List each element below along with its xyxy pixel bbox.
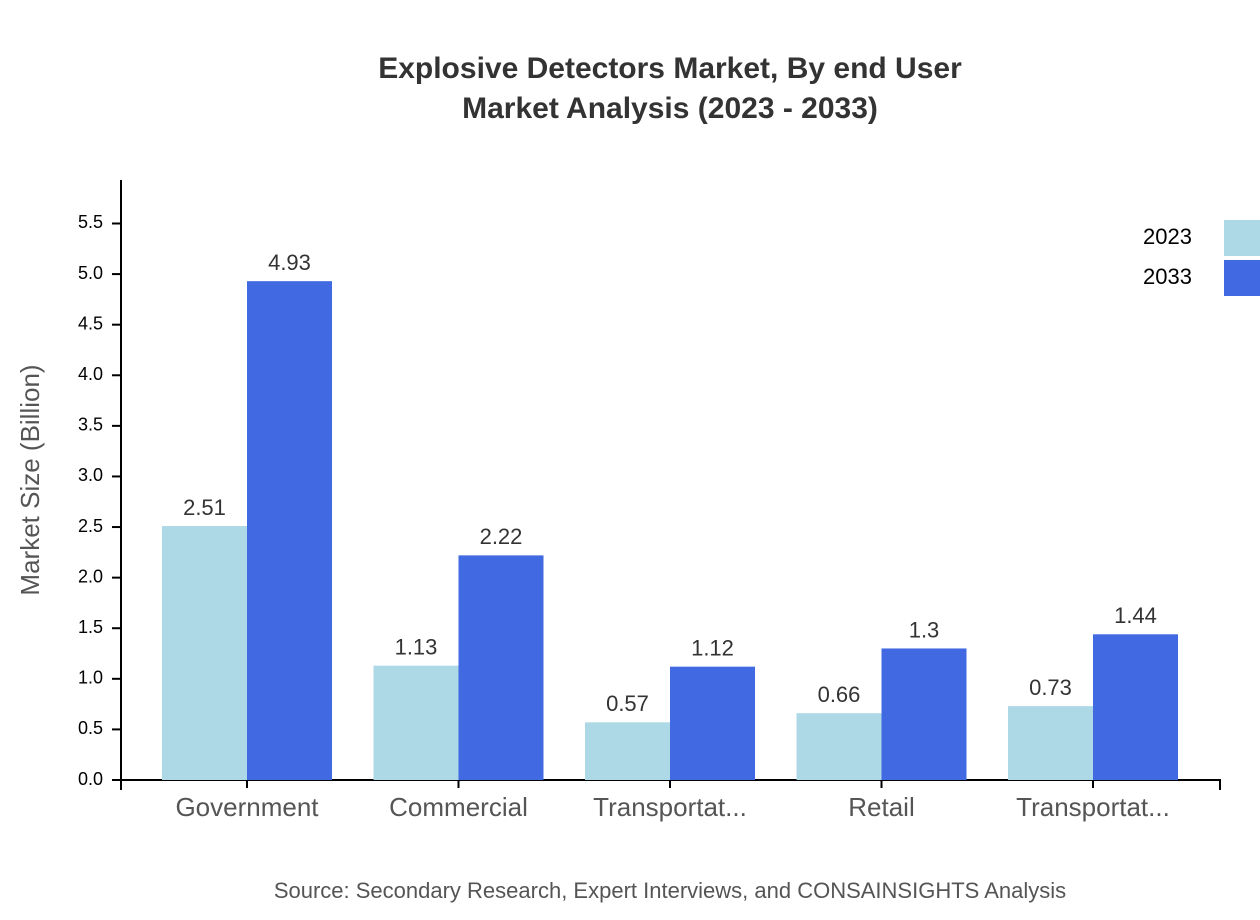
x-tick-label: Government xyxy=(175,792,319,822)
value-label: 2.51 xyxy=(183,495,226,520)
value-label: 0.66 xyxy=(818,682,861,707)
x-tick-label: Commercial xyxy=(389,792,528,822)
y-tick-label: 0.0 xyxy=(78,769,103,789)
bar xyxy=(670,666,755,780)
y-tick-label: 2.5 xyxy=(78,516,103,536)
value-label: 1.3 xyxy=(909,617,940,642)
value-label: 4.93 xyxy=(268,250,311,275)
bar xyxy=(373,665,459,780)
source-note: Source: Secondary Research, Expert Inter… xyxy=(274,878,1066,903)
y-tick-label: 0.5 xyxy=(78,718,103,738)
value-label: 1.13 xyxy=(395,634,438,659)
x-tick-label: Retail xyxy=(848,792,914,822)
y-tick-label: 3.5 xyxy=(78,415,103,435)
x-tick-label: Transportat... xyxy=(593,792,747,822)
bar xyxy=(458,555,544,780)
value-label: 1.44 xyxy=(1114,603,1157,628)
x-tick-label: Transportat... xyxy=(1016,792,1170,822)
bar xyxy=(881,648,967,780)
bar xyxy=(1093,634,1178,780)
y-tick-label: 5.5 xyxy=(78,212,103,232)
bar xyxy=(1008,706,1093,780)
bar xyxy=(585,722,670,780)
legend-swatch xyxy=(1224,220,1260,256)
y-tick-label: 4.5 xyxy=(78,313,103,333)
legend-swatch xyxy=(1224,260,1260,296)
chart-subtitle: Market Analysis (2023 - 2033) xyxy=(462,92,878,125)
bar xyxy=(796,713,882,780)
chart-title: Explosive Detectors Market, By end User xyxy=(378,52,962,85)
y-tick-label: 1.0 xyxy=(78,668,103,688)
y-tick-label: 1.5 xyxy=(78,617,103,637)
value-label: 2.22 xyxy=(480,524,523,549)
value-label: 0.57 xyxy=(606,691,649,716)
y-tick-label: 5.0 xyxy=(78,263,103,283)
bar xyxy=(247,281,332,780)
value-label: 0.73 xyxy=(1029,675,1072,700)
y-tick-label: 2.0 xyxy=(78,566,103,586)
value-label: 1.12 xyxy=(691,635,734,660)
legend-label: 2033 xyxy=(1143,264,1192,289)
y-axis-label: Market Size (Billion) xyxy=(15,364,45,595)
y-tick-label: 3.0 xyxy=(78,465,103,485)
legend-label: 2023 xyxy=(1143,224,1192,249)
y-tick-label: 4.0 xyxy=(78,364,103,384)
bar xyxy=(162,526,247,780)
